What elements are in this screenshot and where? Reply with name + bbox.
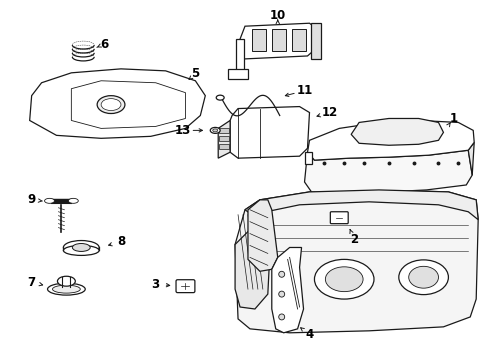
FancyBboxPatch shape xyxy=(176,280,195,293)
Bar xyxy=(271,29,285,51)
Text: 3: 3 xyxy=(151,278,160,291)
Ellipse shape xyxy=(63,240,99,255)
Bar xyxy=(291,29,305,51)
Polygon shape xyxy=(235,190,477,333)
Polygon shape xyxy=(307,121,473,160)
Bar xyxy=(304,152,312,164)
Text: 6: 6 xyxy=(100,37,108,50)
Polygon shape xyxy=(218,121,230,158)
Circle shape xyxy=(278,271,284,277)
Text: 5: 5 xyxy=(191,67,199,80)
Text: 13: 13 xyxy=(174,124,190,137)
Bar xyxy=(311,23,321,59)
Circle shape xyxy=(278,291,284,297)
Ellipse shape xyxy=(101,99,121,111)
Polygon shape xyxy=(230,107,309,158)
Bar xyxy=(251,29,265,51)
Text: 9: 9 xyxy=(27,193,36,206)
Polygon shape xyxy=(271,247,303,333)
Polygon shape xyxy=(244,190,477,220)
Polygon shape xyxy=(247,200,277,271)
Bar xyxy=(219,129,229,133)
Ellipse shape xyxy=(325,267,362,292)
Ellipse shape xyxy=(314,260,373,299)
Ellipse shape xyxy=(52,285,80,293)
Ellipse shape xyxy=(212,129,217,132)
Polygon shape xyxy=(350,118,443,145)
Polygon shape xyxy=(235,225,269,309)
Ellipse shape xyxy=(44,198,54,203)
Ellipse shape xyxy=(216,95,224,100)
Circle shape xyxy=(278,314,284,320)
Ellipse shape xyxy=(72,243,90,251)
Bar xyxy=(219,136,229,141)
Text: 11: 11 xyxy=(296,84,312,97)
Bar xyxy=(236,39,244,74)
Text: 10: 10 xyxy=(269,9,285,22)
Ellipse shape xyxy=(63,246,99,255)
FancyBboxPatch shape xyxy=(330,212,347,224)
Polygon shape xyxy=(71,81,185,129)
Ellipse shape xyxy=(57,276,75,286)
Polygon shape xyxy=(468,142,473,175)
Polygon shape xyxy=(30,69,205,138)
Text: 8: 8 xyxy=(117,235,125,248)
Ellipse shape xyxy=(408,266,438,288)
Bar xyxy=(228,69,247,79)
Text: 12: 12 xyxy=(321,106,337,119)
Ellipse shape xyxy=(47,283,85,295)
Text: 2: 2 xyxy=(349,233,358,246)
Bar xyxy=(219,144,229,149)
Polygon shape xyxy=(238,23,317,59)
Text: 4: 4 xyxy=(305,328,313,341)
Ellipse shape xyxy=(68,198,78,203)
Polygon shape xyxy=(304,150,471,193)
Ellipse shape xyxy=(398,260,447,294)
Ellipse shape xyxy=(97,96,124,113)
Ellipse shape xyxy=(210,127,220,133)
Text: 7: 7 xyxy=(27,276,36,289)
Text: 1: 1 xyxy=(448,112,456,125)
